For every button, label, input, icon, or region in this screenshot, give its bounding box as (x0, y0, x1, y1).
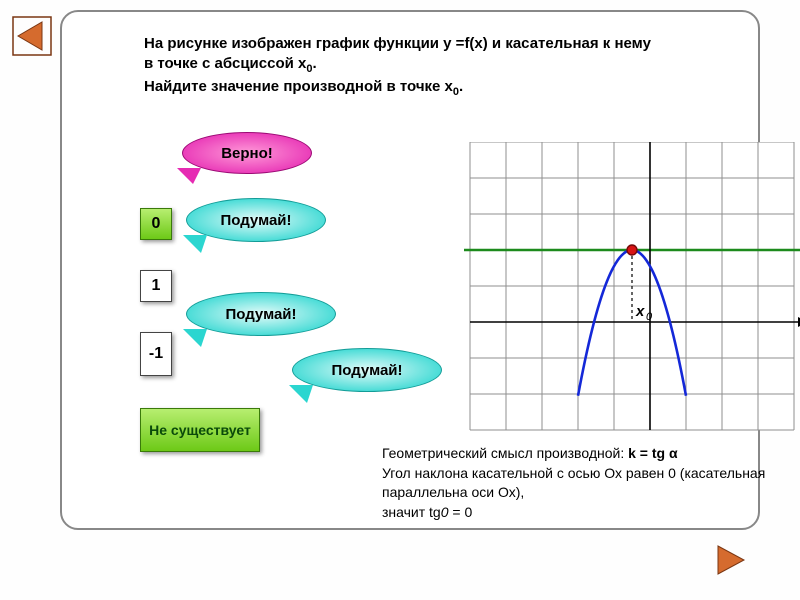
slide-frame: На рисунке изображен график функции y =f… (60, 10, 760, 530)
svg-text:0: 0 (646, 311, 653, 323)
bubble-correct: Верно! (182, 132, 312, 174)
problem-l2: Найдите значение производной в точке x (144, 78, 453, 95)
answer-1-button[interactable]: 1 (140, 270, 172, 302)
svg-text:x: x (635, 303, 645, 320)
bubble-think-3: Подумай! (292, 348, 442, 392)
nav-forward-button[interactable] (710, 540, 750, 580)
problem-l1: На рисунке изображен график функции y =f… (144, 35, 651, 72)
explanation-text: Геометрический смысл производной: k = tg… (382, 444, 800, 522)
chart: x0 (462, 142, 800, 432)
bubble-think-2: Подумай! (186, 292, 336, 336)
answer-dne-button[interactable]: Не существует (140, 408, 260, 452)
answer-neg1-button[interactable]: -1 (140, 332, 172, 376)
nav-back-button[interactable] (12, 16, 52, 56)
bubble-think-1: Подумай! (186, 198, 326, 242)
problem-text: На рисунке изображен график функции y =f… (144, 34, 664, 100)
answer-0-button[interactable]: 0 (140, 208, 172, 240)
